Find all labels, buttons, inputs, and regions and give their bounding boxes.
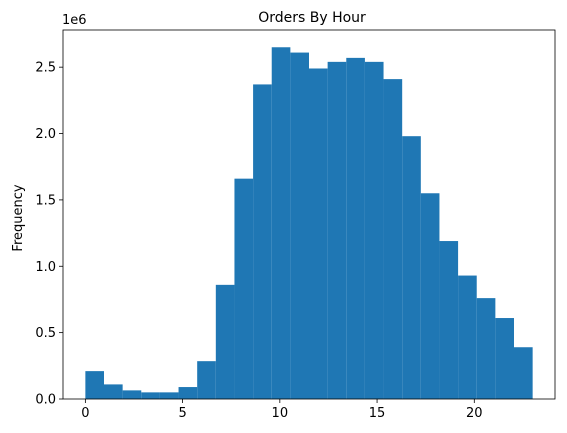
x-tick-label: 5 xyxy=(178,406,186,421)
y-tick-label: 0.0 xyxy=(35,393,56,408)
histogram-bar xyxy=(402,136,421,399)
plot-frame xyxy=(62,29,556,400)
histogram-bar xyxy=(439,241,459,399)
y-axis-label: Frequency xyxy=(11,184,26,251)
y-tick-label: 0.5 xyxy=(35,326,56,341)
histogram-bar xyxy=(420,193,440,399)
x-tick-label: 0 xyxy=(81,406,89,421)
y-tick-label: 2.5 xyxy=(35,61,56,76)
histogram-bar xyxy=(197,361,216,399)
histogram-bar xyxy=(476,298,496,399)
histogram-bar xyxy=(215,284,235,399)
histogram-bar xyxy=(309,68,328,400)
x-axis-ticks: 0 5 10 15 20 xyxy=(81,399,483,421)
histogram-bar xyxy=(234,178,254,399)
x-tick-label: 15 xyxy=(369,406,386,421)
histogram-bar xyxy=(253,84,272,399)
y-axis-offset-label: 1e6 xyxy=(62,13,87,28)
histogram-bar xyxy=(122,390,142,399)
y-tick-label: 1.0 xyxy=(35,260,56,275)
histogram-bar xyxy=(159,392,179,399)
histogram-bar xyxy=(141,392,160,399)
histogram-bar xyxy=(364,61,384,400)
y-tick-label: 2.0 xyxy=(35,127,56,142)
y-tick-label: 1.5 xyxy=(35,193,56,208)
histogram-bar xyxy=(327,61,347,400)
chart-title: Orders By Hour xyxy=(258,10,366,26)
histogram-bar xyxy=(178,387,198,399)
histogram-bar xyxy=(346,57,365,400)
histogram-bar xyxy=(514,347,533,399)
x-tick-label: 10 xyxy=(272,406,289,421)
y-axis-ticks: 0.0 0.5 1.0 1.5 2.0 2.5 xyxy=(35,61,63,408)
x-tick-label: 20 xyxy=(466,406,483,421)
histogram-bar xyxy=(458,275,477,399)
histogram-bar xyxy=(495,318,515,399)
histogram-bar xyxy=(85,371,104,399)
histogram-bar xyxy=(271,47,291,399)
histogram-bar xyxy=(383,79,403,399)
histogram-bar xyxy=(290,52,309,399)
bars-group xyxy=(85,47,533,400)
histogram-bar xyxy=(103,384,123,399)
